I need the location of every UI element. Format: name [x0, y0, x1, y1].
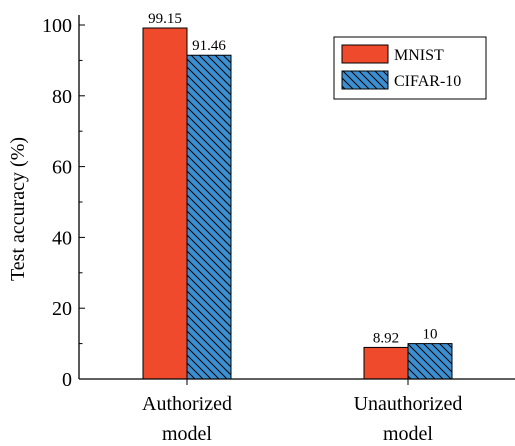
y-tick-label: 40 [52, 227, 72, 249]
y-axis-label: Test accuracy (%) [7, 137, 29, 281]
y-tick-label: 80 [52, 86, 72, 108]
data-label: 91.46 [192, 38, 226, 54]
y-tick-label: 100 [42, 15, 72, 37]
axes-group: 0 20 40 60 80 100 Test accuracy (%) Authorized m… [7, 15, 515, 445]
x-tick-label: model [162, 423, 212, 445]
y-tick-label: 60 [52, 157, 72, 179]
legend-entry: MNIST [394, 47, 444, 64]
bar-mnist-1 [363, 346, 409, 380]
data-label: 99.15 [148, 11, 182, 27]
x-tick-label: model [383, 423, 433, 445]
legend-swatch [341, 70, 389, 90]
legend: MNIST CIFAR-10 [333, 36, 487, 100]
y-tick-label: 0 [62, 369, 72, 391]
bars-group: 99.15 91.46 8.92 10 [142, 11, 453, 380]
bar-mnist-0 [142, 27, 188, 380]
bar-cifar-10-0 [186, 54, 232, 380]
x-tick-label: Authorized [142, 393, 232, 415]
legend-entry: CIFAR-10 [394, 73, 461, 90]
x-tick-label: Unauthorized [354, 393, 463, 415]
bar-cifar-10-1 [407, 343, 453, 380]
data-label: 10 [423, 327, 438, 343]
y-tick-label: 20 [52, 298, 72, 320]
data-label: 8.92 [373, 330, 399, 346]
legend-swatch [341, 44, 389, 64]
